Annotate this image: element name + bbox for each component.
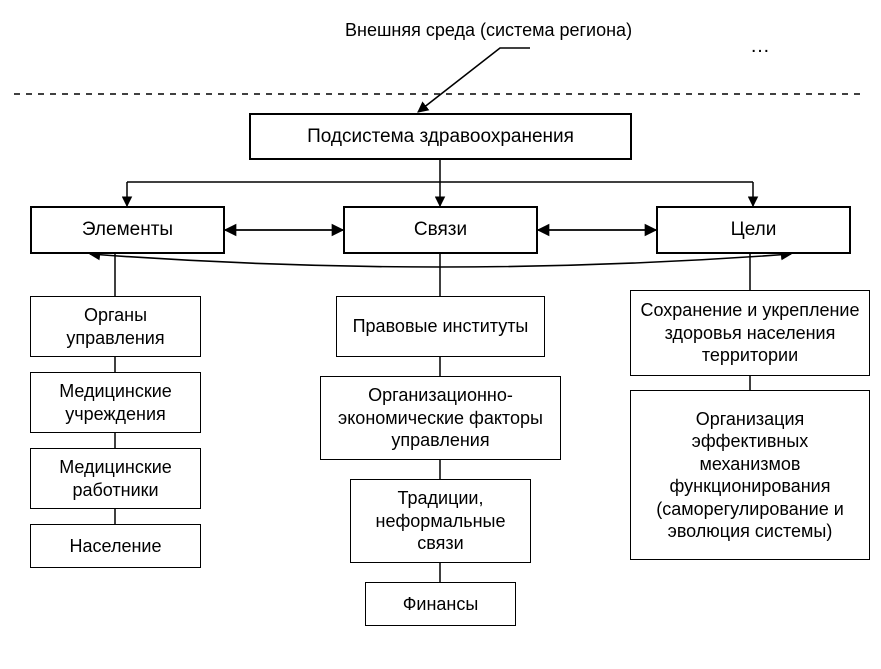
diagram-canvas: Внешняя среда (система региона) … Подсис…: [0, 0, 881, 669]
node-goals: Цели: [656, 206, 851, 254]
node-subsystem: Подсистема здравоохранения: [249, 113, 632, 160]
node-li-informal: Традиции, неформальные связи: [350, 479, 531, 563]
node-li-legal: Правовые институты: [336, 296, 545, 357]
node-el-population: Население: [30, 524, 201, 568]
node-li-orgecon: Организационно-экономические факторы упр…: [320, 376, 561, 460]
node-go-mech: Организация эффективных механизмов функц…: [630, 390, 870, 560]
external-environment-label: Внешняя среда (система региона): [345, 20, 665, 46]
node-li-finance: Финансы: [365, 582, 516, 626]
node-el-workers: Медицинские работники: [30, 448, 201, 509]
node-links: Связи: [343, 206, 538, 254]
node-elements: Элементы: [30, 206, 225, 254]
node-el-governance: Органы управления: [30, 296, 201, 357]
node-go-health: Сохранение и укрепление здоровья населен…: [630, 290, 870, 376]
node-el-institutions: Медицинские учреждения: [30, 372, 201, 433]
ellipsis-label: …: [750, 35, 790, 55]
